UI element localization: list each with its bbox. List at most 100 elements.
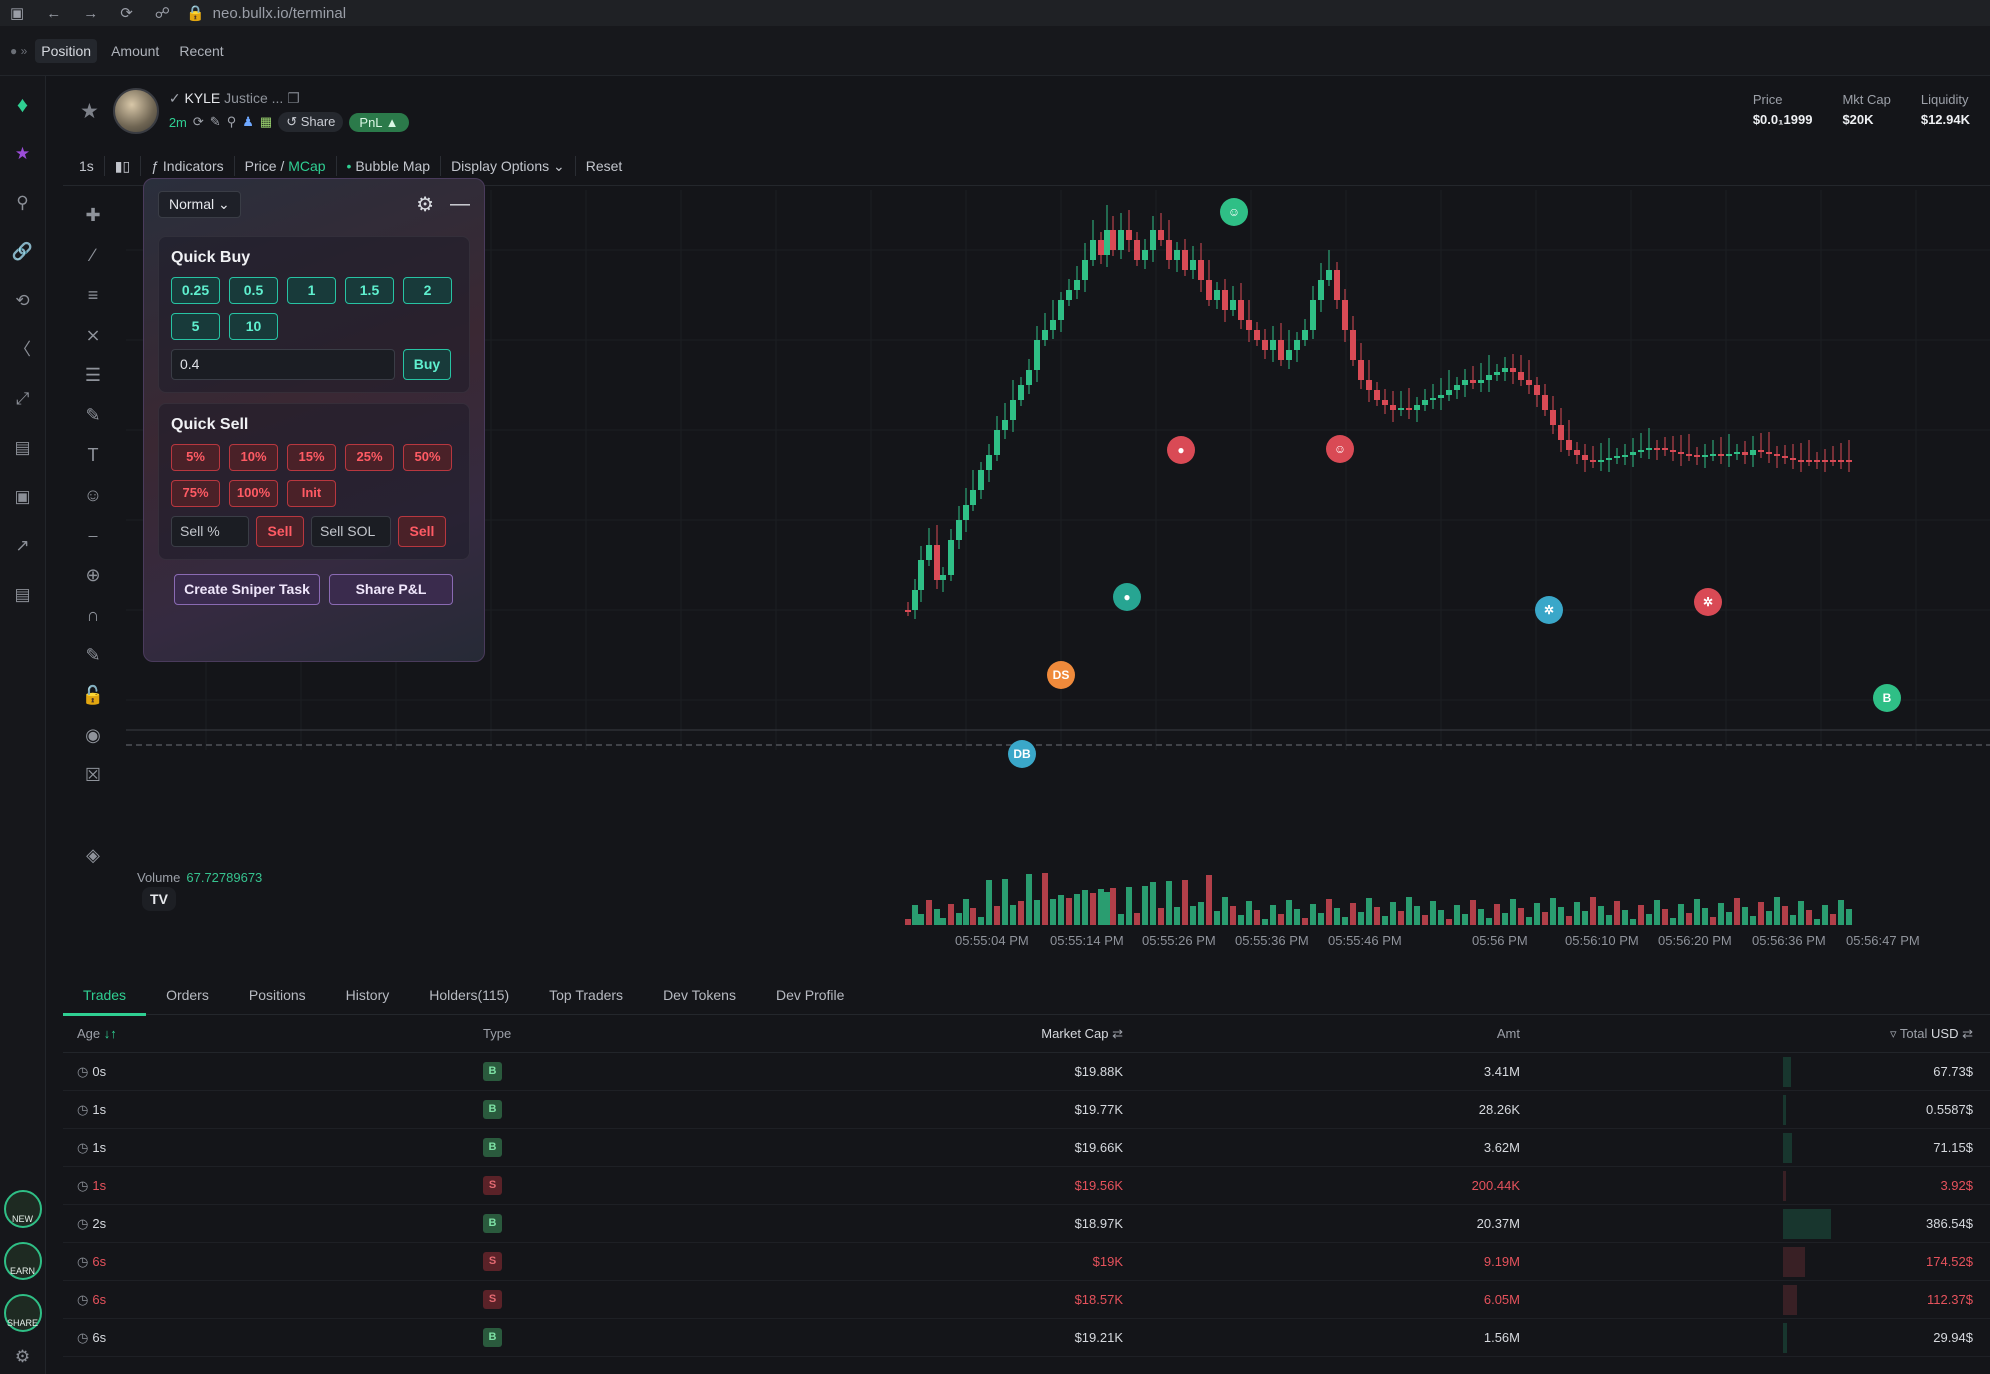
puzzle-icon[interactable]: ▦ xyxy=(259,114,273,129)
expand-icon[interactable]: ⤢ xyxy=(15,389,30,408)
fib-icon[interactable]: ☰ xyxy=(84,365,102,385)
tab-positions[interactable]: Positions xyxy=(248,986,306,1003)
copy-icon[interactable]: ❐ xyxy=(287,90,300,106)
interval-selector[interactable]: 1s xyxy=(63,155,105,176)
settings-icon[interactable]: ⚙ xyxy=(14,1347,31,1366)
star-marker-red[interactable]: ✲ xyxy=(1694,588,1722,616)
tab-holders[interactable]: Holders(115) xyxy=(429,986,510,1003)
table-row[interactable]: ◷ 2s B $18.97K 20.37M 386.54$ xyxy=(63,1205,1990,1243)
emoji-marker-red[interactable]: ☺ xyxy=(1326,435,1354,463)
magnet-icon[interactable]: ∩ xyxy=(86,605,100,625)
buy-amount-button[interactable]: 0.25 xyxy=(171,277,220,304)
crosshair-icon[interactable]: ✚ xyxy=(85,205,101,225)
sell-percent-button[interactable]: 25% xyxy=(345,444,394,471)
sell-percent-button[interactable]: 50% xyxy=(403,444,452,471)
candle-type-icon[interactable]: ▮▯ xyxy=(105,155,142,176)
buy-amount-button[interactable]: 2 xyxy=(403,277,452,304)
emoji-icon[interactable]: ☺ xyxy=(83,485,103,505)
share-button[interactable]: ↺ Share xyxy=(278,112,344,132)
tab-dev-tokens[interactable]: Dev Tokens xyxy=(663,986,736,1003)
currency-swap-icon[interactable]: ⇄ xyxy=(1962,1025,1973,1041)
buy-amount-button[interactable]: 5 xyxy=(171,313,220,340)
forward-icon[interactable]: → xyxy=(83,4,99,22)
trendline-icon[interactable]: ∕ xyxy=(91,245,95,265)
back-icon[interactable]: ← xyxy=(46,4,62,22)
sell-percent-button[interactable]: 75% xyxy=(171,480,220,507)
minimize-icon[interactable]: — xyxy=(450,193,470,215)
buy-button[interactable]: Buy xyxy=(403,349,451,380)
tab-amount[interactable]: Amount xyxy=(111,42,160,59)
table-row[interactable]: ◷ 1s S $19.56K 200.44K 3.92$ xyxy=(63,1167,1990,1205)
sell-percent-input[interactable]: Sell % xyxy=(171,516,249,547)
purple-logo-icon[interactable]: ★ xyxy=(14,144,31,163)
star-marker-blue[interactable]: ✲ xyxy=(1535,596,1563,624)
tradingview-logo[interactable]: TV xyxy=(142,887,176,911)
swap-icon[interactable]: ⇄ xyxy=(1112,1025,1123,1041)
briefcase-icon[interactable]: ▤ xyxy=(14,438,31,457)
gamepad-marker[interactable]: ● xyxy=(1167,436,1195,464)
mode-dropdown[interactable]: Normal ⌄ xyxy=(158,191,241,218)
tab-position[interactable]: Position xyxy=(35,38,98,63)
buy-amount-button[interactable]: 1 xyxy=(287,277,336,304)
pill-icon[interactable]: 〈 xyxy=(14,340,31,359)
price-mcap-toggle[interactable]: Price / MCap xyxy=(235,155,337,176)
tab-top-traders[interactable]: Top Traders xyxy=(549,986,624,1003)
filter-icon[interactable]: ▿ xyxy=(1890,1025,1897,1041)
share-badge-button[interactable]: SHARE xyxy=(3,1294,42,1332)
share-pnl-button[interactable]: Share P&L xyxy=(329,574,453,605)
reload-icon[interactable]: ⟳ xyxy=(120,5,133,22)
pencil-icon[interactable]: ✎ xyxy=(209,114,221,129)
table-row[interactable]: ◷ 6s S $18.57K 6.05M 112.37$ xyxy=(63,1281,1990,1319)
tab-orders[interactable]: Orders xyxy=(166,986,209,1003)
buy-amount-button[interactable]: 0.5 xyxy=(229,277,278,304)
horizontal-lines-icon[interactable]: ≡ xyxy=(87,285,99,305)
search-icon[interactable]: ⚲ xyxy=(16,193,29,212)
bubble-map-button[interactable]: • Bubble Map xyxy=(337,155,442,176)
ds-marker[interactable]: DS xyxy=(1047,661,1075,689)
tab-recent[interactable]: Recent xyxy=(179,42,224,59)
sell-sol-submit-button[interactable]: Sell xyxy=(398,516,446,547)
sidebar-toggle-icon[interactable]: ▣ xyxy=(10,5,25,22)
document-icon[interactable]: ▤ xyxy=(14,585,31,604)
indicators-button[interactable]: ƒ Indicators xyxy=(141,155,235,176)
trash-icon[interactable]: ☒ xyxy=(84,765,102,785)
sell-percent-button[interactable]: 10% xyxy=(229,444,278,471)
sell-sol-input[interactable]: Sell SOL xyxy=(311,516,391,547)
refresh-icon[interactable]: ⟳ xyxy=(192,114,204,129)
pattern-icon[interactable]: ⨯ xyxy=(85,325,101,345)
url-text[interactable]: neo.bullx.io/terminal xyxy=(212,4,347,22)
token-avatar[interactable] xyxy=(112,88,159,134)
url-bar[interactable]: 🔒 neo.bullx.io/terminal xyxy=(186,4,347,23)
tab-trades[interactable]: Trades xyxy=(63,975,147,1016)
brush-icon[interactable]: ✎ xyxy=(85,405,101,425)
sell-percent-button[interactable]: 15% xyxy=(287,444,336,471)
lock-drawing-icon[interactable]: ✎ xyxy=(85,645,101,665)
unlock-icon[interactable]: 🔓 xyxy=(81,685,105,705)
display-options-button[interactable]: Display Options ⌄ xyxy=(441,155,576,176)
create-sniper-task-button[interactable]: Create Sniper Task xyxy=(174,574,320,605)
db-marker[interactable]: DB xyxy=(1008,740,1036,768)
tab-dev-profile[interactable]: Dev Profile xyxy=(775,986,845,1003)
gear-icon[interactable]: ⚙ xyxy=(416,194,434,216)
table-row[interactable]: ◷ 6s B $19.21K 1.56M 29.94$ xyxy=(63,1319,1990,1357)
eye-icon[interactable]: ◉ xyxy=(85,725,101,745)
magnifier-icon[interactable]: ⚲ xyxy=(226,114,237,129)
history-icon[interactable]: ⟲ xyxy=(15,291,30,310)
chart-icon[interactable]: ↗ xyxy=(15,536,30,555)
table-row[interactable]: ◷ 1s B $19.66K 3.62M 71.15$ xyxy=(63,1129,1990,1167)
price-chart[interactable]: 05:55:04 PM 05:55:14 PM 05:55:26 PM 05:55:3… xyxy=(126,190,1990,970)
b-marker[interactable]: B xyxy=(1873,684,1901,712)
buy-amount-button[interactable]: 10 xyxy=(229,313,278,340)
table-row[interactable]: ◷ 6s S $19K 9.19M 174.52$ xyxy=(63,1243,1990,1281)
sell-percent-button[interactable]: 100% xyxy=(229,480,278,507)
collapse-icon[interactable]: ● » xyxy=(10,43,28,58)
sell-percent-submit-button[interactable]: Sell xyxy=(256,516,304,547)
table-row[interactable]: ◷ 1s B $19.77K 28.26K 0.5587$ xyxy=(63,1091,1990,1129)
sell-percent-button[interactable]: 5% xyxy=(171,444,220,471)
buy-amount-input[interactable]: 0.4 xyxy=(171,349,395,380)
new-badge-button[interactable]: NEW xyxy=(3,1190,42,1228)
tab-history[interactable]: History xyxy=(345,986,390,1003)
earn-badge-button[interactable]: EARN xyxy=(3,1242,42,1280)
wallet-icon[interactable]: ▣ xyxy=(14,487,31,506)
bull-logo-icon[interactable]: ♦ xyxy=(16,92,29,117)
